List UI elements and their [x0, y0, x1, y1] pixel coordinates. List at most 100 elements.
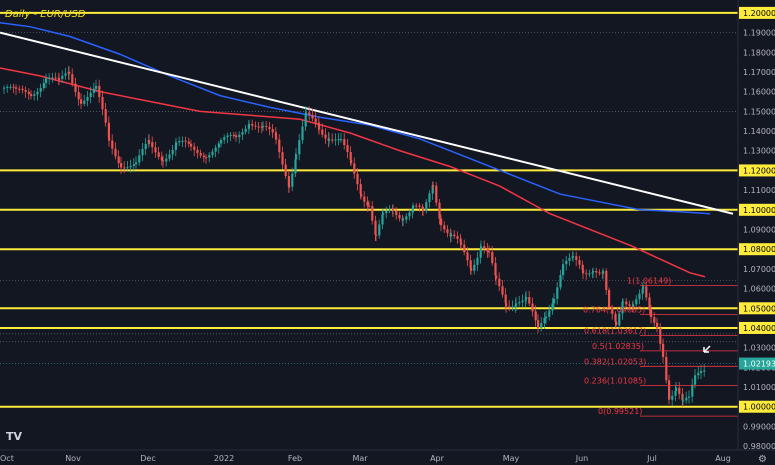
- arrow-marker: [703, 345, 711, 353]
- candle-body: [625, 301, 628, 305]
- candle-body: [360, 194, 363, 197]
- candle-body: [311, 114, 314, 119]
- candle-body: [138, 155, 141, 163]
- candle-body: [678, 387, 681, 394]
- candle-body: [117, 156, 120, 164]
- price-tick-label: 0.98000: [743, 442, 775, 451]
- candle-body: [650, 309, 653, 318]
- candle-body: [602, 270, 605, 274]
- candle-body: [123, 167, 126, 169]
- candle-body: [196, 149, 199, 154]
- candle-body: [548, 310, 551, 317]
- candle-body: [262, 125, 265, 128]
- candle-body: [511, 306, 514, 308]
- candle-body: [531, 303, 534, 312]
- candle-body: [565, 260, 568, 265]
- candle-body: [324, 134, 327, 139]
- candle-body: [385, 210, 388, 214]
- candle-body: [251, 123, 254, 126]
- candle-body: [328, 139, 331, 141]
- candle-body: [582, 270, 585, 274]
- candle-body: [61, 75, 64, 79]
- candle-body: [537, 320, 540, 329]
- candle-body: [645, 286, 648, 298]
- time-tick-label: Feb: [288, 454, 302, 463]
- candle-body: [187, 141, 190, 144]
- time-tick-label: Jul: [646, 454, 657, 463]
- candle-body: [175, 142, 178, 146]
- candle-body: [331, 139, 334, 141]
- fibonacci-levels: 1(1.06149) 0.764(1.04685) 0.618(1.03617) 0.…: [583, 277, 738, 417]
- candle-body: [58, 78, 61, 80]
- candle-body: [540, 323, 543, 329]
- candle-body: [648, 297, 651, 310]
- candle-body: [378, 224, 381, 236]
- candle-body: [671, 395, 674, 400]
- candle-body: [229, 134, 232, 136]
- candle-body: [275, 136, 278, 140]
- candle-body: [107, 122, 110, 138]
- candle-body: [291, 173, 294, 187]
- candle-body: [428, 193, 431, 203]
- chart-title: Daily - EUR/USD: [5, 9, 86, 20]
- candle-body: [27, 91, 30, 94]
- candle-body: [381, 214, 384, 225]
- candle-body: [144, 143, 147, 149]
- candle-body: [562, 264, 565, 276]
- candle-body: [281, 152, 284, 165]
- candle-body: [68, 71, 71, 75]
- candle-body: [181, 140, 184, 142]
- candle-body: [366, 201, 369, 206]
- candle-body: [6, 86, 9, 88]
- candle-body: [193, 146, 196, 150]
- candle-body: [318, 127, 321, 130]
- time-tick-label: Apr: [430, 454, 445, 463]
- time-axis[interactable]: Oct Nov Dec 2022 Feb Mar Apr May Jun Jul Aug ⚙ TV: [0, 430, 775, 465]
- candle-body: [148, 140, 151, 143]
- candle-body: [151, 142, 154, 148]
- candle-body: [284, 164, 287, 177]
- candle-body: [54, 77, 57, 79]
- candle-body: [36, 91, 39, 95]
- candle-body: [700, 370, 703, 373]
- tradingview-logo-icon: TV: [6, 430, 23, 443]
- candle-body: [346, 144, 349, 153]
- candle-body: [363, 196, 366, 202]
- candle-body: [308, 112, 311, 115]
- candle-body: [476, 257, 479, 265]
- candle-body: [491, 252, 494, 264]
- fib-level-label: 0.382(1.02053): [584, 357, 646, 366]
- candle-body: [238, 134, 241, 138]
- gear-icon[interactable]: ⚙: [758, 454, 767, 465]
- candle-body: [278, 139, 281, 153]
- candle-body: [30, 93, 33, 96]
- candle-body: [241, 132, 244, 135]
- candle-body: [559, 275, 562, 288]
- last-price-label: 1.02193: [743, 360, 775, 369]
- candle-body: [697, 372, 700, 376]
- candle-body: [628, 304, 631, 306]
- candle-body: [39, 88, 42, 92]
- candle-body: [668, 380, 671, 400]
- price-level-tag: [739, 6, 775, 19]
- candle-body: [271, 129, 274, 133]
- candle-body: [92, 88, 95, 93]
- candle-body: [440, 218, 443, 226]
- candle-body: [518, 302, 521, 304]
- candle-body: [294, 159, 297, 174]
- candle-body: [608, 289, 611, 308]
- candle-body: [653, 317, 656, 323]
- candle-body: [479, 249, 482, 258]
- candle-body: [165, 158, 168, 162]
- candle-body: [665, 357, 668, 381]
- candle-body: [24, 90, 27, 92]
- price-tick-label: 1.19000: [743, 29, 775, 38]
- candle-body: [248, 123, 251, 125]
- candle-body: [98, 85, 101, 97]
- candle-body: [405, 216, 408, 220]
- candle-body: [111, 140, 114, 149]
- candle-body: [688, 396, 691, 398]
- candle-body: [395, 210, 398, 215]
